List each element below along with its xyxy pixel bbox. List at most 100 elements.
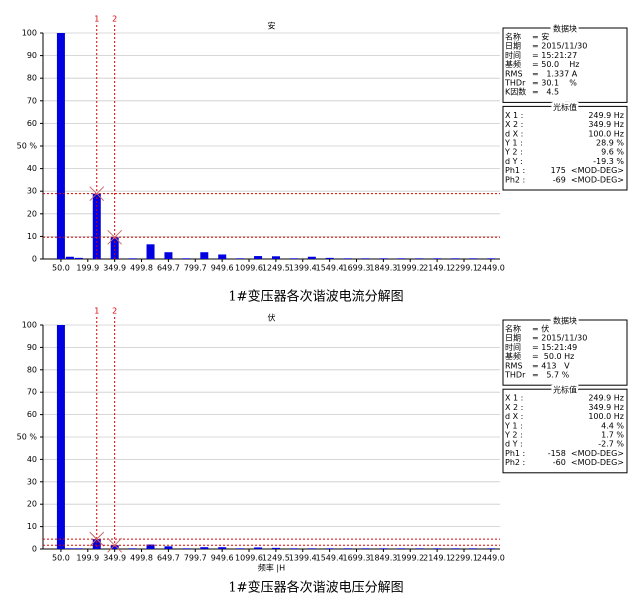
panel-value: = 伏 <box>532 324 549 334</box>
bar <box>56 33 65 259</box>
bar <box>289 258 298 259</box>
bar <box>361 258 370 259</box>
panel-value: -158 <MOD-DEG> <box>548 449 624 458</box>
panel-name: 日期 <box>505 334 521 343</box>
panel-name: 名称 <box>505 324 521 334</box>
x-tick-label: 2299.1 <box>450 264 478 273</box>
bar <box>236 258 245 259</box>
panel-value: = 15:21:49 <box>532 343 577 352</box>
x-tick-label: 1849.3 <box>369 554 397 563</box>
bar <box>110 545 119 549</box>
panel-value: = 30.1 % <box>532 79 577 88</box>
panel-value: 349.9 Hz <box>588 120 624 129</box>
bar <box>487 258 496 259</box>
cursor-cross <box>89 531 105 547</box>
y-tick-label: 40 <box>27 164 37 173</box>
panel-value: -60 <MOD-DEG> <box>553 458 624 467</box>
bar <box>146 544 155 549</box>
panel-name: X 2 : <box>505 403 523 412</box>
caption: 1#变压器各次谐波电流分解图 <box>228 289 403 305</box>
panel-name: Ph2 : <box>505 175 525 184</box>
x-tick-label: 499.8 <box>130 264 153 273</box>
x-tick-label: 50.0 <box>52 554 70 563</box>
x-tick-label: 349.9 <box>103 554 126 563</box>
bar <box>218 547 227 549</box>
panel-name: 时间 <box>505 342 521 352</box>
x-tick-label: 949.6 <box>211 554 234 563</box>
panel-value: 349.9 Hz <box>588 403 624 412</box>
bar <box>415 548 424 549</box>
data-panel <box>502 319 628 386</box>
x-tick-label: 2299.1 <box>450 554 478 563</box>
panel-name: Y 2 : <box>504 431 523 440</box>
bar <box>379 548 388 549</box>
y-tick-label: 60 <box>27 410 37 419</box>
y-tick-label: 100 <box>22 321 37 330</box>
y-tick-label: 100 <box>22 29 37 38</box>
bar <box>182 258 191 259</box>
x-tick-label: 499.8 <box>130 554 153 563</box>
x-tick-label: 1849.3 <box>369 264 397 273</box>
y-tick-label: 90 <box>27 343 37 352</box>
bar <box>128 258 137 259</box>
panel-value: = 5.7 % <box>532 371 570 380</box>
bar <box>254 547 263 549</box>
bar <box>92 539 101 549</box>
panel-name: Y 2 : <box>504 148 523 157</box>
y-tick-label: 80 <box>27 365 37 374</box>
panel-name: Ph1 : <box>505 449 525 458</box>
panel-value: = 15:21:27 <box>532 51 577 60</box>
bar <box>307 256 316 259</box>
x-tick-label: 649.7 <box>157 554 180 563</box>
y-tick-label: 80 <box>27 74 37 83</box>
panel-value: = 413 V <box>532 361 570 370</box>
cursor-label: 2 <box>112 307 117 316</box>
bar <box>343 258 352 259</box>
panel-name: d Y : <box>505 157 523 166</box>
x-tick-label: 949.6 <box>211 264 234 273</box>
bar <box>397 258 406 259</box>
y-tick-label: 70 <box>27 388 37 397</box>
y-tick-label: 40 <box>27 455 37 464</box>
bar <box>218 254 227 259</box>
panel-name: RMS <box>505 361 523 370</box>
bar <box>433 258 442 259</box>
bar <box>182 548 191 549</box>
y-tick-label: 30 <box>27 187 37 196</box>
bar <box>236 548 245 549</box>
cursor-panel-title: 光标值 <box>553 385 577 395</box>
bar <box>164 546 173 549</box>
x-tick-label: 2149.1 <box>423 264 451 273</box>
bar <box>325 548 334 549</box>
bar <box>487 548 496 549</box>
data-panel-title: 数据块 <box>553 316 577 326</box>
y-tick-label: 0 <box>32 255 37 264</box>
bar <box>128 548 137 549</box>
bar <box>343 548 352 549</box>
panel-name: Ph1 : <box>505 166 525 175</box>
bar <box>469 258 478 259</box>
y-tick-label: 70 <box>27 96 37 105</box>
panel-value: 100.0 Hz <box>588 129 624 138</box>
bar <box>65 548 74 549</box>
y-tick-label: 20 <box>27 209 37 218</box>
x-tick-label: 2449.0 <box>477 554 505 563</box>
panel-name: X 2 : <box>505 120 523 129</box>
x-tick-label: 1249.5 <box>262 264 290 273</box>
x-tick-label: 1699.3 <box>343 264 371 273</box>
bar <box>379 258 388 259</box>
bar <box>271 256 280 259</box>
bar <box>361 548 370 549</box>
data-panel-title: 数据块 <box>553 24 577 34</box>
bar <box>56 325 65 549</box>
bar <box>415 258 424 259</box>
x-axis-label: 频率 |H <box>258 563 285 573</box>
bar <box>200 547 209 549</box>
panel-name: Ph2 : <box>505 458 525 467</box>
panel-value: 9.6 % <box>601 148 624 157</box>
bar <box>74 257 83 259</box>
cursor-panel-title: 光标值 <box>553 102 577 112</box>
bar <box>397 548 406 549</box>
bar <box>110 237 119 259</box>
bar <box>164 252 173 259</box>
